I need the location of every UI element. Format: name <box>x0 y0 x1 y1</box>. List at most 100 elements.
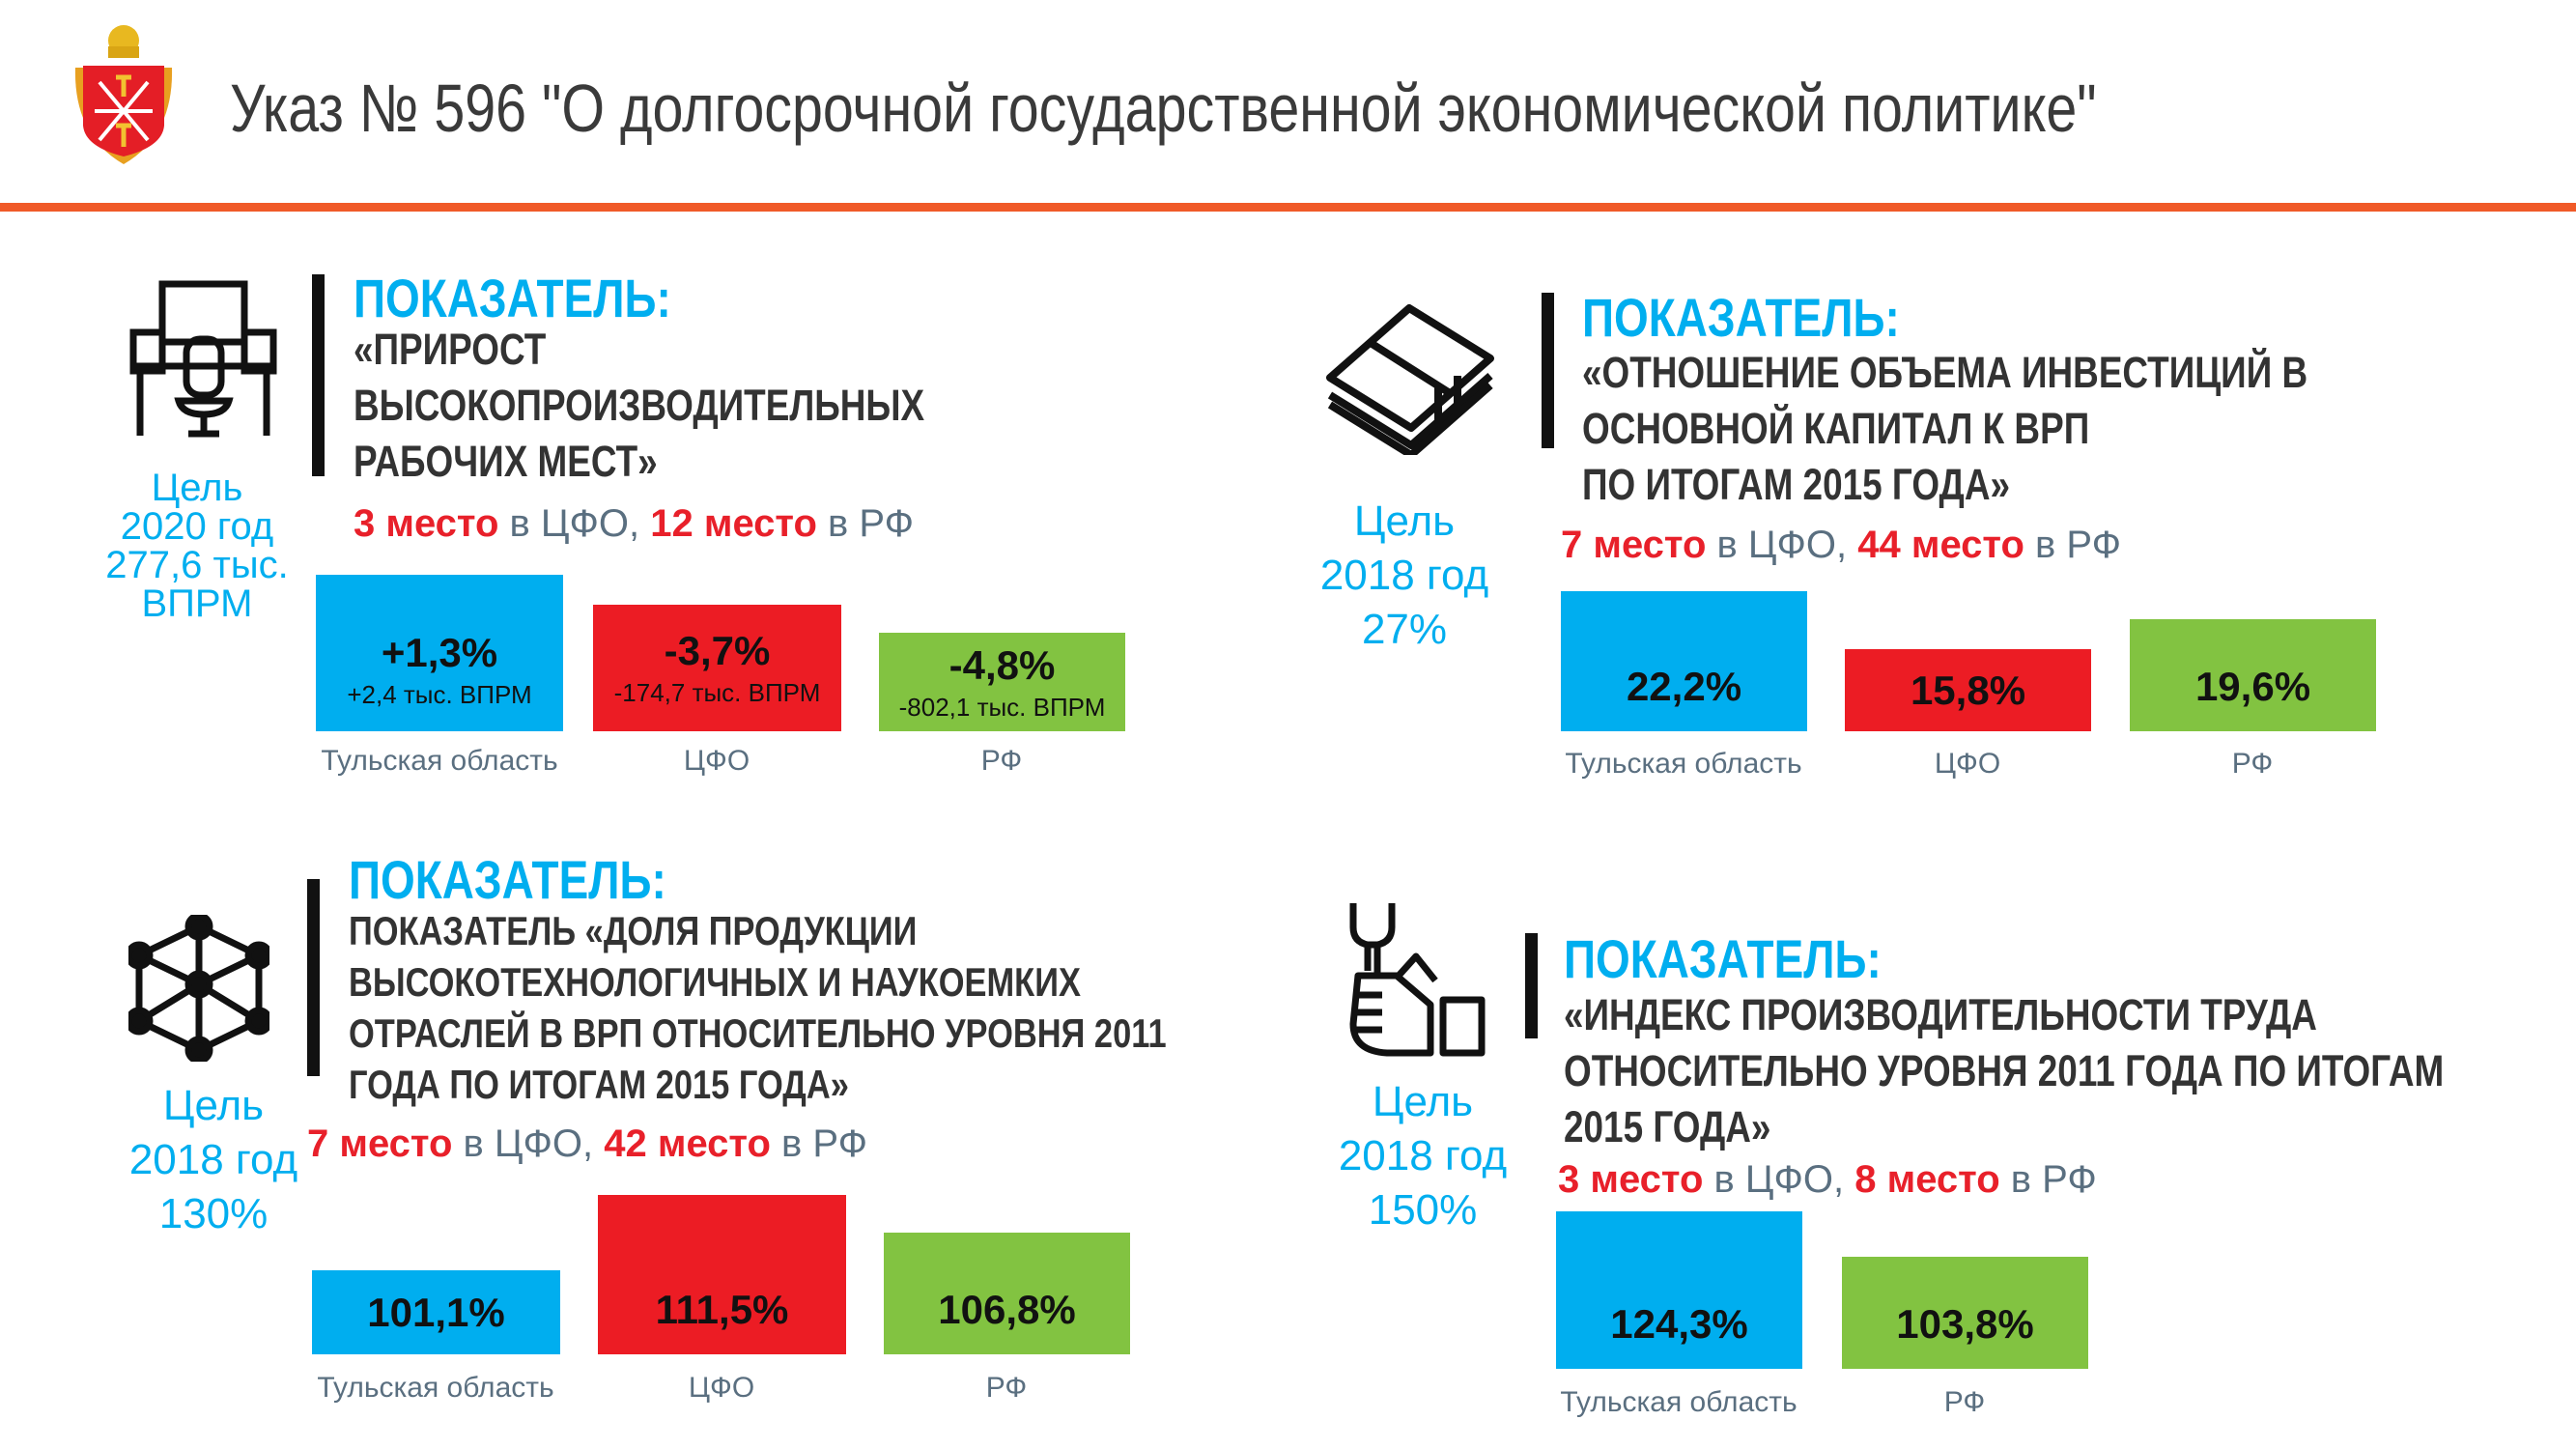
goal-line: 2020 год <box>120 505 274 548</box>
bar-label: Тульская область <box>321 745 558 777</box>
bar-value: 106,8% <box>938 1287 1076 1332</box>
goal-line: 150% <box>1368 1186 1478 1234</box>
panel-divider <box>1525 933 1538 1038</box>
panel-divider <box>312 274 325 476</box>
cfo-text: в ЦФО, <box>1703 1158 1855 1201</box>
indicator-title-line: ОСНОВНОЙ КАПИТАЛ К ВРП <box>1582 404 2090 453</box>
workplace-icon <box>128 279 278 439</box>
bar-rf: -4,8% -802,1 тыс. ВПРМ <box>879 633 1125 731</box>
money-stack-icon <box>1322 300 1498 455</box>
ranking-text: 7 место в ЦФО, 44 место в РФ <box>1561 524 2121 567</box>
cfo-place: 7 место <box>307 1122 453 1165</box>
indicator-title-line: ОТРАСЛЕЙ В ВРП ОТНОСИТЕЛЬНО УРОВНЯ 2011 <box>349 1010 1167 1056</box>
bar-tula: 101,1% <box>312 1270 560 1354</box>
rf-place: 8 место <box>1854 1158 2000 1201</box>
indicator-heading: ПОКАЗАТЕЛЬ: <box>1564 928 1882 989</box>
bar-rf: 103,8% <box>1842 1257 2088 1369</box>
bar-value: 111,5% <box>655 1287 789 1332</box>
bar-rf: 19,6% <box>2130 619 2376 731</box>
bar-label: Тульская область <box>1565 748 1802 780</box>
goal-line: ВПРМ <box>141 582 253 625</box>
cfo-text: в ЦФО, <box>1706 524 1858 566</box>
bar-rf: 106,8% <box>884 1233 1130 1354</box>
goal-line: Цель <box>151 467 243 509</box>
bar-tula: +1,3% +2,4 тыс. ВПРМ <box>316 575 563 731</box>
indicator-title-line: ПОКАЗАТЕЛЬ «ДОЛЯ ПРОДУКЦИИ <box>349 908 918 953</box>
page-title: Указ № 596 "О долгосрочной государственн… <box>230 71 2097 146</box>
indicator-title-line: ВЫСОКОТЕХНОЛОГИЧНЫХ И НАУКОЕМКИХ <box>349 959 1081 1005</box>
indicator-title-line: ОТНОСИТЕЛЬНО УРОВНЯ 2011 ГОДА ПО ИТОГАМ <box>1564 1046 2445 1095</box>
ranking-text: 3 место в ЦФО, 12 место в РФ <box>354 502 914 546</box>
bar-value: 103,8% <box>1896 1301 2034 1347</box>
coat-of-arms-logo <box>66 19 182 174</box>
goal-line: 277,6 тыс. <box>105 544 289 586</box>
bar-value: +1,3% <box>381 630 498 675</box>
rf-text: в РФ <box>770 1122 868 1165</box>
goal-line: 130% <box>158 1190 269 1237</box>
bar-value: 101,1% <box>367 1289 505 1335</box>
bar-subvalue: +2,4 тыс. ВПРМ <box>347 680 532 709</box>
wrench-hand-icon <box>1339 898 1489 1058</box>
indicator-heading: ПОКАЗАТЕЛЬ: <box>349 849 666 910</box>
indicator-heading: ПОКАЗАТЕЛЬ: <box>1582 287 1900 348</box>
goal-line: Цель <box>162 1082 265 1129</box>
bar-tula: 124,3% <box>1556 1211 1802 1369</box>
bar-tula: 22,2% <box>1561 591 1807 731</box>
bar-cfo: 111,5% <box>598 1195 846 1354</box>
panel-divider <box>307 879 320 1076</box>
bar-value: -4,8% <box>948 641 1056 688</box>
goal-line: Цель <box>1353 497 1456 545</box>
cfo-text: в ЦФО, <box>452 1122 605 1165</box>
cfo-place: 3 место <box>354 502 499 545</box>
goal-text: Цель 2018 год 150% <box>1307 1075 1539 1237</box>
bar-value: 19,6% <box>2194 664 2311 709</box>
rf-text: в РФ <box>816 502 915 545</box>
bar-cfo: 15,8% <box>1845 649 2091 731</box>
goal-line: 2018 год <box>1338 1132 1508 1179</box>
bar-value: 15,8% <box>1910 667 2026 713</box>
rf-place: 44 место <box>1857 524 2024 566</box>
indicator-title-line: ГОДА ПО ИТОГАМ 2015 ГОДА» <box>349 1062 849 1107</box>
goal-line: 27% <box>1361 606 1448 653</box>
cfo-place: 3 место <box>1558 1158 1704 1201</box>
rf-place: 12 место <box>650 502 817 545</box>
rf-text: в РФ <box>2024 524 2122 566</box>
goal-text: Цель 2018 год 27% <box>1288 495 1520 657</box>
bar-subvalue: -802,1 тыс. ВПРМ <box>898 692 1106 722</box>
indicator-title-line: ПО ИТОГАМ 2015 ГОДА» <box>1582 460 2011 509</box>
network-cube-icon <box>128 915 269 1062</box>
goal-line: 2018 год <box>128 1136 298 1183</box>
bar-label: Тульская область <box>317 1372 554 1404</box>
header-divider <box>0 203 2576 212</box>
bar-label: ЦФО <box>1934 748 2001 780</box>
bar-subvalue: -174,7 тыс. ВПРМ <box>613 678 821 707</box>
cfo-text: в ЦФО, <box>498 502 651 545</box>
ranking-text: 7 место в ЦФО, 42 место в РФ <box>307 1122 867 1166</box>
goal-line: Цель <box>1372 1078 1474 1125</box>
indicator-title-line: ВЫСОКОПРОИЗВОДИТЕЛЬНЫХ <box>354 381 925 430</box>
indicator-title-line: «ОТНОШЕНИЕ ОБЪЕМА ИНВЕСТИЦИЙ В <box>1582 348 2308 397</box>
bar-label: РФ <box>985 1372 1028 1404</box>
indicator-title-line: РАБОЧИХ МЕСТ» <box>354 437 658 486</box>
bar-label: Тульская область <box>1560 1386 1798 1418</box>
ranking-text: 3 место в ЦФО, 8 место в РФ <box>1558 1158 2097 1202</box>
bar-value: 124,3% <box>1610 1301 1748 1347</box>
rf-text: в РФ <box>1999 1158 2097 1201</box>
bar-value: 22,2% <box>1626 664 1742 709</box>
bar-label: РФ <box>2231 748 2274 780</box>
goal-line: 2018 год <box>1319 552 1489 599</box>
bar-label: РФ <box>1943 1386 1986 1418</box>
indicator-title-line: «ИНДЕКС ПРОИЗВОДИТЕЛЬНОСТИ ТРУДА <box>1564 990 2317 1039</box>
indicator-title-line: «ПРИРОСТ <box>354 325 547 374</box>
bar-value: -3,7% <box>664 628 771 673</box>
goal-text: Цель 2020 год 277,6 тыс. ВПРМ <box>81 469 313 623</box>
indicator-heading: ПОКАЗАТЕЛЬ: <box>354 268 671 328</box>
indicator-title-line: 2015 ГОДА» <box>1564 1102 1771 1151</box>
cfo-place: 7 место <box>1561 524 1707 566</box>
bar-label: ЦФО <box>683 745 750 777</box>
bar-label: РФ <box>980 745 1023 777</box>
bar-cfo: -3,7% -174,7 тыс. ВПРМ <box>593 605 841 731</box>
rf-place: 42 место <box>604 1122 771 1165</box>
bar-label: ЦФО <box>688 1372 755 1404</box>
goal-text: Цель 2018 год 130% <box>98 1079 329 1241</box>
